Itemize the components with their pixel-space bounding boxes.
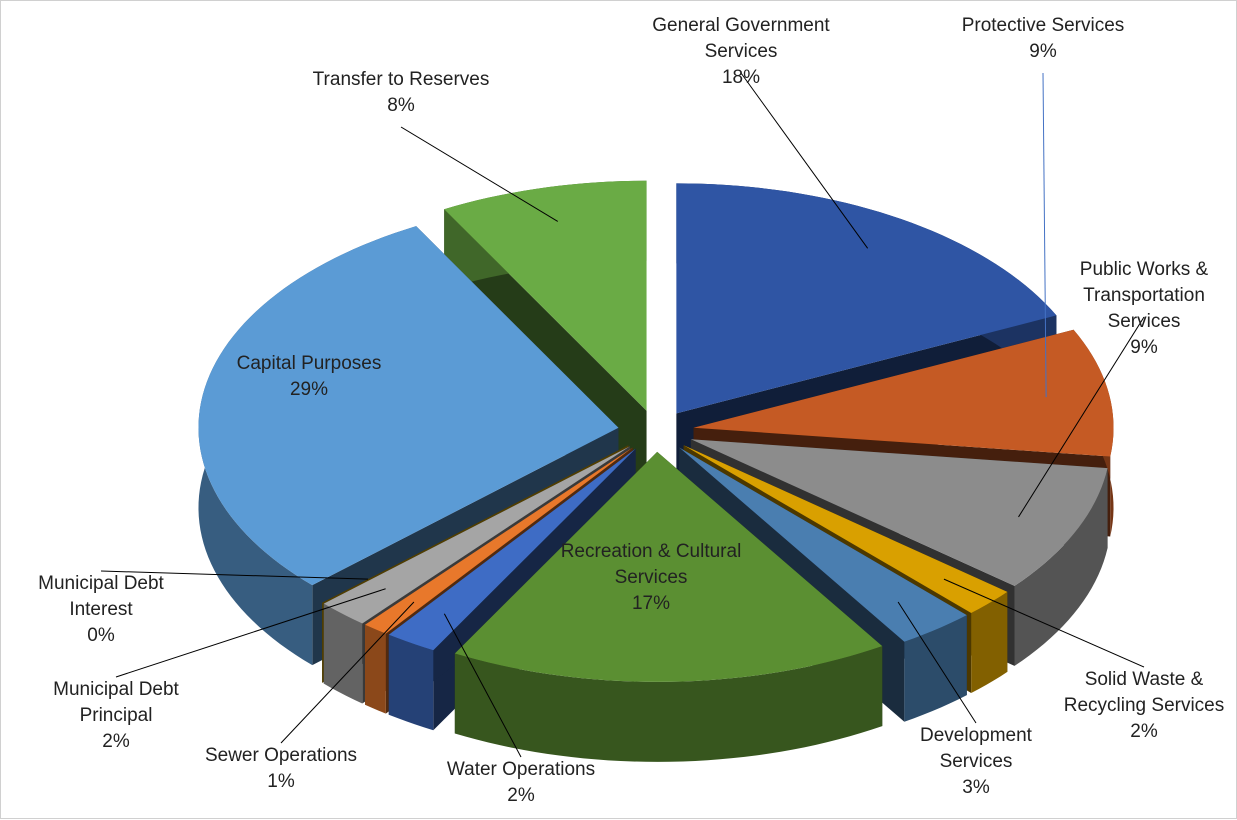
leader-line [115, 588, 386, 678]
data-label: General Government Services 18% [631, 13, 851, 91]
value-label: 17% [631, 593, 671, 614]
slice-top [388, 448, 636, 651]
category-label: Public Works & Transportation Services [1079, 259, 1209, 332]
slice-side [454, 646, 883, 762]
category-label: General Government Services [652, 15, 830, 62]
slice-top [323, 446, 630, 624]
category-label: Water Operations [446, 759, 596, 780]
data-label: Development Services 3% [891, 723, 1061, 801]
value-label: 9% [1029, 41, 1057, 62]
data-label: Solid Waste & Recycling Services 2% [1044, 667, 1237, 745]
slice-top [364, 447, 633, 634]
value-label: 0% [87, 625, 115, 646]
category-label: Sewer Operations [204, 745, 358, 766]
data-label: Recreation & Cultural Services 17% [551, 539, 751, 617]
slice-top [198, 226, 619, 586]
leader-line [100, 570, 369, 580]
slice-top [676, 183, 1057, 414]
leader-line [897, 601, 977, 724]
value-label: 2% [102, 731, 130, 752]
leader-line [1018, 316, 1145, 518]
data-label: Transfer to Reserves 8% [281, 67, 521, 119]
slice-top [454, 451, 883, 682]
slice-top [683, 445, 1008, 613]
data-label: Sewer Operations 1% [171, 743, 391, 795]
slice-side [388, 634, 434, 731]
leader-line [443, 613, 522, 758]
value-label: 9% [1130, 337, 1158, 358]
leader-line [1042, 72, 1047, 398]
category-label: Capital Purposes [236, 353, 382, 374]
slice-top [690, 439, 1108, 586]
slice-side [971, 591, 1008, 693]
slice-side [1014, 468, 1108, 666]
leader-line [400, 126, 559, 222]
leader-line [943, 578, 1145, 668]
data-label: Municipal Debt Principal 2% [26, 677, 206, 755]
category-label: Development Services [920, 725, 1032, 772]
data-label: Protective Services 9% [913, 13, 1173, 65]
category-label: Recreation & Cultural Services [560, 541, 742, 588]
value-label: 29% [289, 379, 329, 400]
category-label: Municipal Debt Interest [38, 573, 164, 620]
slice-wall [388, 448, 636, 715]
value-label: 8% [387, 95, 415, 116]
category-label: Solid Waste & Recycling Services [1063, 669, 1225, 716]
category-label: Municipal Debt Principal [53, 679, 179, 726]
pie-slice [454, 451, 883, 762]
value-label: 3% [962, 777, 990, 798]
slice-top [444, 180, 647, 411]
slice-side [904, 615, 967, 722]
slice-top [693, 329, 1114, 457]
value-label: 2% [1130, 721, 1158, 742]
data-label: Capital Purposes 29% [199, 351, 419, 403]
slice-top [679, 447, 967, 642]
slice-side [364, 624, 386, 714]
slice-top [322, 445, 629, 603]
data-label: Water Operations 2% [411, 757, 631, 809]
value-label: 2% [507, 785, 535, 806]
value-label: 18% [721, 67, 761, 88]
category-label: Protective Services [961, 15, 1125, 36]
leader-line [280, 601, 415, 744]
value-label: 1% [267, 771, 295, 792]
data-label: Public Works & Transportation Services 9% [1054, 257, 1234, 361]
data-label: Municipal Debt Interest 0% [16, 571, 186, 649]
slice-side [323, 603, 363, 704]
leader-line [740, 72, 869, 249]
category-label: Transfer to Reserves [312, 69, 490, 90]
